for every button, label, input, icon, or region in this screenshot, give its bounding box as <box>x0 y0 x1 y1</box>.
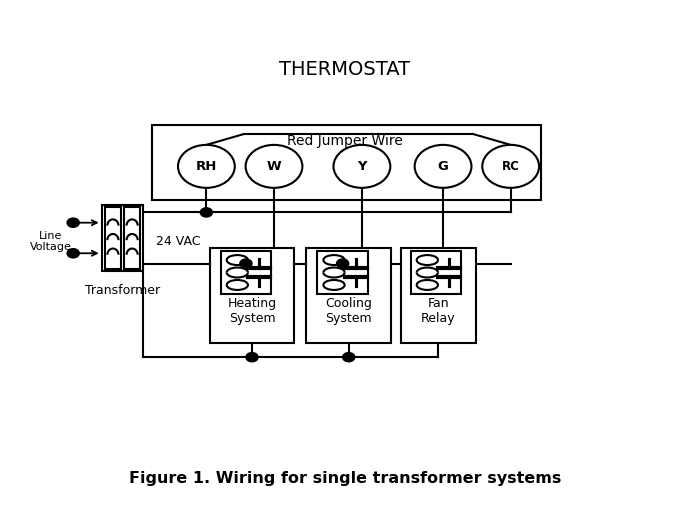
Text: G: G <box>437 160 448 173</box>
Text: RC: RC <box>502 160 520 173</box>
Circle shape <box>415 145 471 188</box>
Bar <box>105 207 121 269</box>
Text: Figure 1. Wiring for single transformer systems: Figure 1. Wiring for single transformer … <box>129 471 561 486</box>
Bar <box>124 207 140 269</box>
Bar <box>317 251 368 294</box>
Text: RH: RH <box>196 160 217 173</box>
Bar <box>401 248 475 343</box>
Circle shape <box>333 145 391 188</box>
Text: Transformer: Transformer <box>85 284 160 297</box>
Text: Y: Y <box>357 160 366 173</box>
Circle shape <box>337 259 348 268</box>
Text: Fan
Relay: Fan Relay <box>421 297 455 325</box>
Circle shape <box>482 145 539 188</box>
Text: Red Jumper Wire: Red Jumper Wire <box>287 134 403 148</box>
Circle shape <box>200 208 213 217</box>
Text: Line
Voltage: Line Voltage <box>30 231 72 252</box>
Bar <box>210 248 295 343</box>
Bar <box>411 251 462 294</box>
Circle shape <box>67 248 79 258</box>
Circle shape <box>343 352 355 362</box>
Circle shape <box>246 145 302 188</box>
Bar <box>101 205 144 271</box>
Text: Heating
System: Heating System <box>228 297 277 325</box>
Bar <box>221 251 271 294</box>
Bar <box>152 125 541 199</box>
Circle shape <box>67 218 79 227</box>
Text: 24 VAC: 24 VAC <box>156 235 200 248</box>
Text: Cooling
System: Cooling System <box>325 297 372 325</box>
Circle shape <box>246 352 258 362</box>
Circle shape <box>178 145 235 188</box>
Text: THERMOSTAT: THERMOSTAT <box>279 60 411 79</box>
Text: W: W <box>267 160 282 173</box>
Circle shape <box>240 259 252 268</box>
Bar <box>306 248 391 343</box>
